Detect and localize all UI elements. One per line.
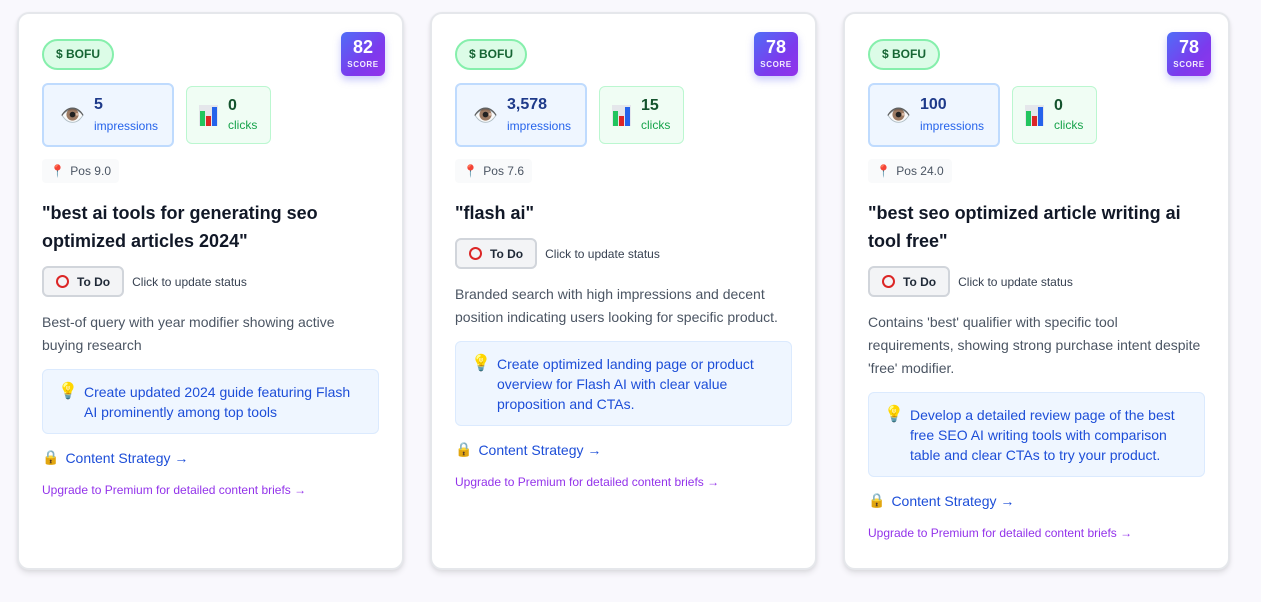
content-strategy-link[interactable]: 🔒 Content Strategy → <box>455 441 792 458</box>
recommendation-box: 💡 Create updated 2024 guide featuring Fl… <box>42 369 379 434</box>
impressions-label: impressions <box>507 119 572 133</box>
upgrade-premium-link[interactable]: Upgrade to Premium for detailed content … <box>868 526 1133 540</box>
circle-icon <box>882 275 895 288</box>
impressions-metric: 👁️ 5 impressions <box>42 83 174 147</box>
clicks-value: 15 <box>641 97 659 114</box>
funnel-stage-badge: $ BOFU <box>42 39 115 70</box>
metrics-row: 👁️ 3,578 impressions 15 clicks <box>455 83 684 147</box>
content-strategy-label: Content Strategy → <box>478 441 602 458</box>
clicks-metric: 0 clicks <box>186 86 271 144</box>
impressions-metric: 👁️ 100 impressions <box>868 83 1000 147</box>
status-todo-button[interactable]: To Do <box>42 266 125 297</box>
lock-icon: 🔒 <box>868 492 886 508</box>
keyword-query: "flash ai" <box>455 203 535 223</box>
score-badge: 78 SCORE <box>754 32 798 76</box>
funnel-stage-badge: $ BOFU <box>455 39 528 70</box>
status-hint: Click to update status <box>545 246 660 261</box>
keyword-description: Contains 'best' qualifier with specific … <box>868 314 1201 376</box>
keyword-card: $ BOFU 82 SCORE 👁️ 5 impressions 0 click… <box>17 12 404 570</box>
pin-icon: 📍 <box>463 164 478 178</box>
keyword-query: "best seo optimized article writing ai t… <box>868 203 1181 251</box>
clicks-label: clicks <box>1054 118 1084 132</box>
content-strategy-link[interactable]: 🔒 Content Strategy → <box>868 492 1205 509</box>
status-row: To Do Click to update status <box>455 238 792 269</box>
metrics-row: 👁️ 100 impressions 0 clicks <box>868 83 1097 147</box>
clicks-value: 0 <box>1054 97 1063 114</box>
lightbulb-icon: 💡 <box>58 383 78 400</box>
recommendation-text: Develop a detailed review page of the be… <box>910 407 1175 463</box>
status-hint: Click to update status <box>132 274 247 289</box>
keyword-query: "best ai tools for generating seo optimi… <box>42 203 318 251</box>
eye-icon: 👁️ <box>60 104 85 127</box>
circle-icon <box>56 275 69 288</box>
status-todo-button[interactable]: To Do <box>455 238 538 269</box>
eye-icon: 👁️ <box>886 104 911 127</box>
bar-chart-icon <box>612 104 631 126</box>
clicks-label: clicks <box>641 118 671 132</box>
content-strategy-link[interactable]: 🔒 Content Strategy → <box>42 449 379 466</box>
position-value: Pos 7.6 <box>483 164 524 178</box>
score-badge: 78 SCORE <box>1167 32 1211 76</box>
recommendation-text: Create optimized landing page or product… <box>497 356 754 412</box>
score-value: 78 <box>1178 37 1200 57</box>
bar-chart-icon <box>199 104 218 126</box>
score-label: SCORE <box>760 60 792 69</box>
keyword-description: Branded search with high impressions and… <box>455 286 778 325</box>
recommendation-box: 💡 Develop a detailed review page of the … <box>868 392 1205 477</box>
keyword-card: $ BOFU 78 SCORE 👁️ 3,578 impressions 15 … <box>430 12 817 570</box>
impressions-label: impressions <box>920 119 985 133</box>
lock-icon: 🔒 <box>455 441 473 457</box>
impressions-label: impressions <box>94 119 159 133</box>
impressions-value: 100 <box>920 96 947 113</box>
keyword-card: $ BOFU 78 SCORE 👁️ 100 impressions 0 cli… <box>843 12 1230 570</box>
position-value: Pos 24.0 <box>896 164 944 178</box>
score-value: 82 <box>352 37 374 57</box>
recommendation-text: Create updated 2024 guide featuring Flas… <box>84 384 351 420</box>
impressions-value: 3,578 <box>507 96 548 113</box>
lightbulb-icon: 💡 <box>471 355 491 372</box>
pin-icon: 📍 <box>50 164 65 178</box>
eye-icon: 👁️ <box>473 104 498 127</box>
funnel-stage-badge: $ BOFU <box>868 39 941 70</box>
content-strategy-label: Content Strategy → <box>65 449 189 466</box>
upgrade-premium-link[interactable]: Upgrade to Premium for detailed content … <box>42 483 307 497</box>
bar-chart-icon <box>1025 104 1044 126</box>
status-hint: Click to update status <box>958 274 1073 289</box>
position-value: Pos 9.0 <box>70 164 111 178</box>
upgrade-premium-link[interactable]: Upgrade to Premium for detailed content … <box>455 475 720 489</box>
status-label: To Do <box>490 246 524 261</box>
score-label: SCORE <box>1173 60 1205 69</box>
lightbulb-icon: 💡 <box>884 406 904 423</box>
content-strategy-label: Content Strategy → <box>891 492 1015 509</box>
score-badge: 82 SCORE <box>341 32 385 76</box>
status-row: To Do Click to update status <box>868 266 1205 297</box>
position-badge: 📍 Pos 9.0 <box>42 159 119 183</box>
position-badge: 📍 Pos 7.6 <box>455 159 532 183</box>
status-row: To Do Click to update status <box>42 266 379 297</box>
recommendation-box: 💡 Create optimized landing page or produ… <box>455 341 792 426</box>
score-value: 78 <box>765 37 787 57</box>
status-label: To Do <box>77 274 111 289</box>
pin-icon: 📍 <box>876 164 891 178</box>
metrics-row: 👁️ 5 impressions 0 clicks <box>42 83 271 147</box>
lock-icon: 🔒 <box>42 449 60 465</box>
clicks-value: 0 <box>228 97 237 114</box>
score-label: SCORE <box>347 60 379 69</box>
keyword-description: Best-of query with year modifier showing… <box>42 314 335 353</box>
clicks-metric: 0 clicks <box>1012 86 1097 144</box>
status-label: To Do <box>903 274 937 289</box>
status-todo-button[interactable]: To Do <box>868 266 951 297</box>
circle-icon <box>469 247 482 260</box>
impressions-value: 5 <box>94 96 103 113</box>
clicks-label: clicks <box>228 118 258 132</box>
clicks-metric: 15 clicks <box>599 86 684 144</box>
position-badge: 📍 Pos 24.0 <box>868 159 952 183</box>
impressions-metric: 👁️ 3,578 impressions <box>455 83 587 147</box>
